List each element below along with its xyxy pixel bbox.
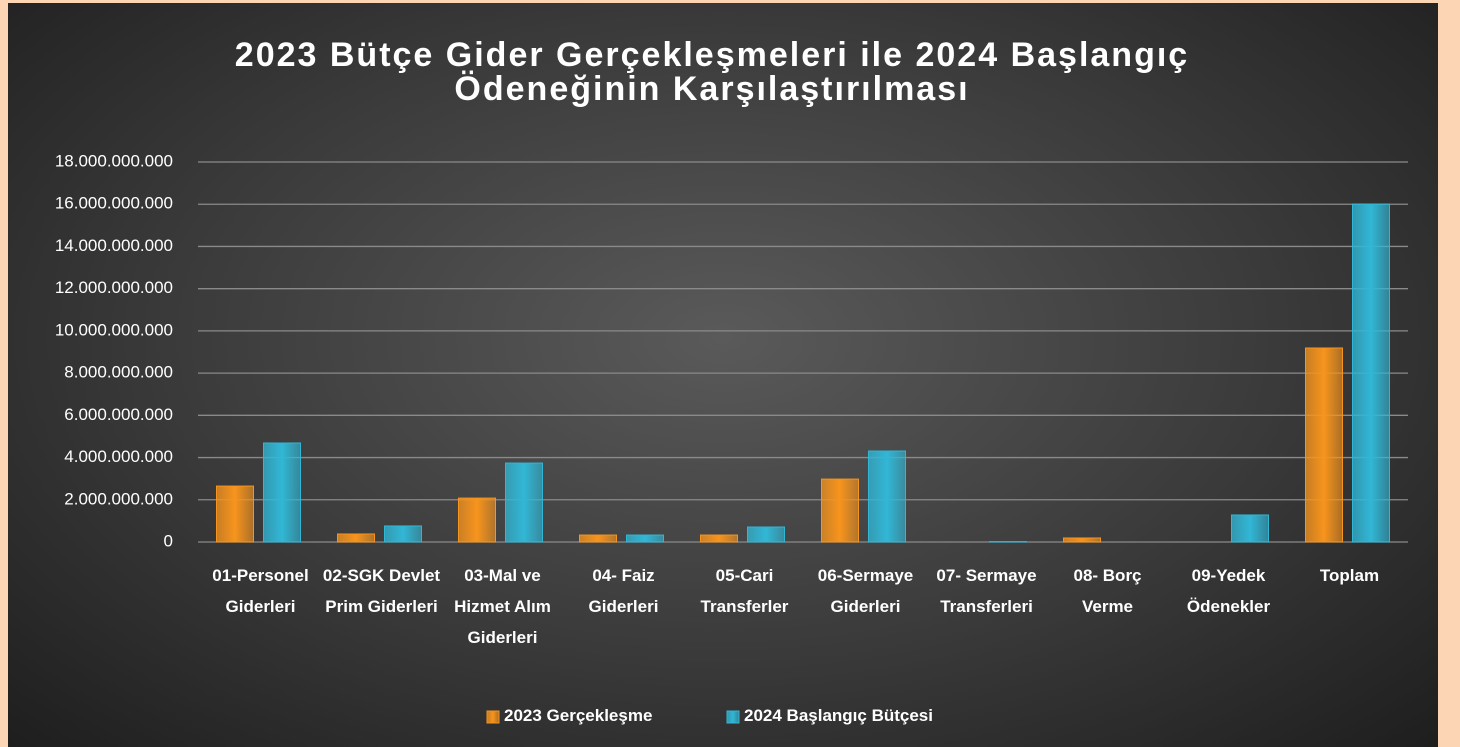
bar <box>579 534 617 543</box>
x-tick-label: 05-Cari Transferler <box>700 566 789 616</box>
x-tick-label: 06-Sermaye Giderleri <box>817 566 914 616</box>
bar <box>458 497 496 543</box>
y-tick-label: 12.000.000.000 <box>55 278 173 297</box>
bar <box>1305 347 1343 543</box>
bar <box>1352 203 1390 543</box>
bar <box>747 526 785 543</box>
x-tick-label: 03-Mal ve Hizmet Alım Giderleri <box>454 566 551 647</box>
y-tick-label: 14.000.000.000 <box>55 236 173 255</box>
y-tick-label: 4.000.000.000 <box>64 447 173 466</box>
y-tick-label: 2.000.000.000 <box>64 489 173 508</box>
legend-label: 2024 Başlangıç Bütçesi <box>744 706 933 725</box>
y-tick-label: 6.000.000.000 <box>64 405 173 424</box>
bar <box>263 442 301 543</box>
y-tick-label: 16.000.000.000 <box>55 194 173 213</box>
chart-background <box>8 3 1438 747</box>
bar <box>384 525 422 543</box>
y-tick-label: 10.000.000.000 <box>55 320 173 339</box>
legend-label: 2023 Gerçekleşme <box>504 706 653 725</box>
bar <box>821 478 859 543</box>
bar <box>337 533 375 543</box>
x-tick-label: 04- Faiz Giderleri <box>588 566 659 616</box>
chart-title: 2023 Bütçe Gider Gerçekleşmeleri ile 202… <box>234 36 1190 108</box>
bar <box>1063 537 1101 543</box>
bar <box>700 534 738 543</box>
x-tick-label: 07- Sermaye Transferleri <box>936 566 1037 616</box>
bar <box>1231 514 1269 543</box>
x-tick-label: 08- Borç Verme <box>1073 566 1142 616</box>
bar <box>216 485 254 543</box>
x-tick-label: 09-Yedek Ödenekler <box>1186 566 1271 616</box>
y-tick-label: 18.000.000.000 <box>55 151 173 170</box>
bar <box>868 450 906 543</box>
x-tick-label: 02-SGK Devlet Prim Giderleri <box>322 566 441 616</box>
legend-swatch <box>726 710 740 724</box>
bar <box>505 462 543 543</box>
legend-swatch <box>486 710 500 724</box>
bar <box>626 534 664 543</box>
x-tick-label: 01-Personel Giderleri <box>212 566 309 616</box>
y-tick-label: 8.000.000.000 <box>64 363 173 382</box>
y-tick-label: 0 <box>164 531 173 550</box>
x-tick-label: Toplam <box>1319 566 1380 585</box>
